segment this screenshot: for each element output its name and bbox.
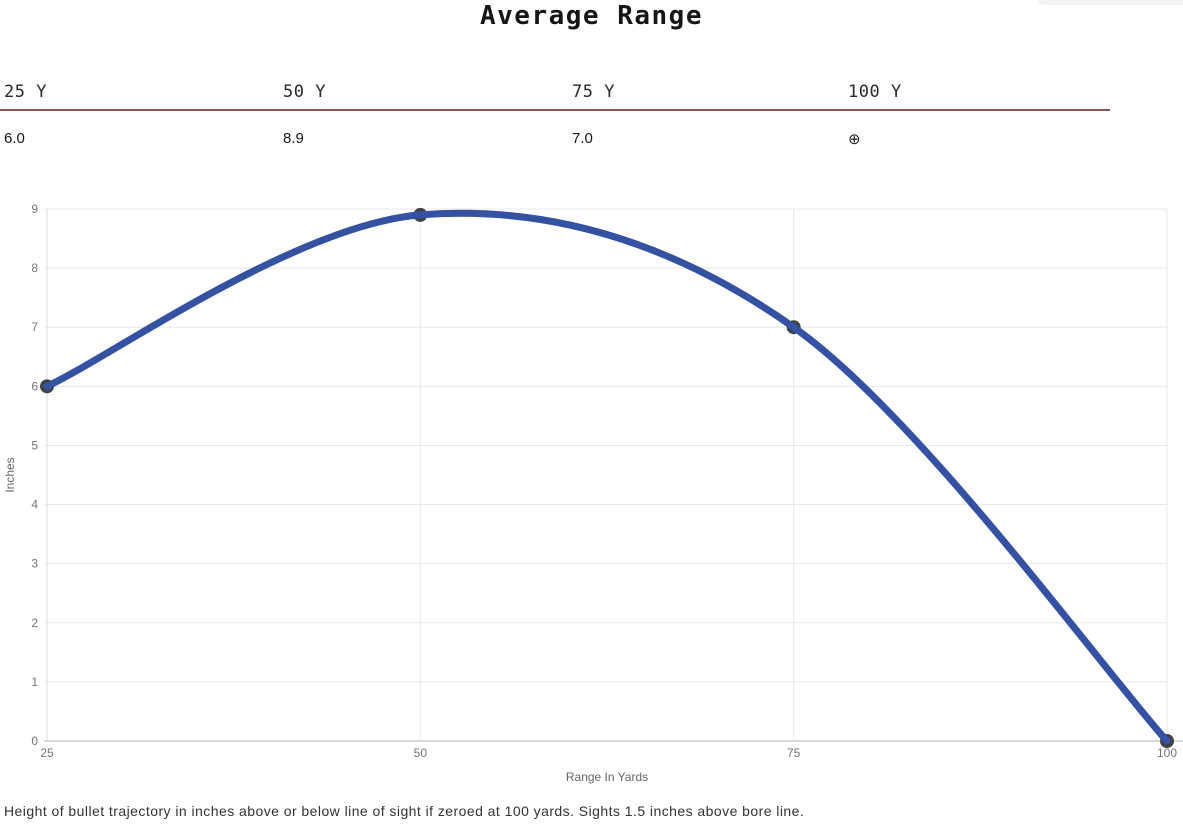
summary-table: 25 Y 50 Y 75 Y 100 Y 6.0 8.9 7.0 ⊕ [0,82,1110,148]
page-title: Average Range [480,1,703,31]
y-tick-label: 1 [31,675,38,689]
y-tick-label: 8 [31,261,38,275]
top-right-button[interactable] [1036,0,1183,5]
y-tick-label: 9 [31,202,38,216]
y-tick-label: 3 [31,557,38,571]
zero-crosshair-icon: ⊕ [848,131,861,148]
summary-value-50y: 8.9 [283,130,304,147]
chart-caption: Height of bullet trajectory in inches ab… [4,803,805,819]
summary-header-100y: 100 Y [844,82,1110,111]
y-tick-label: 7 [31,320,38,334]
trajectory-line [43,209,1171,745]
y-tick-label: 2 [31,616,38,630]
summary-value-75y: 7.0 [572,130,593,147]
y-tick-label: 5 [31,438,38,452]
y-tick-label: 0 [31,734,38,748]
x-tick-label: 75 [787,746,801,760]
y-tick-label: 6 [31,379,38,393]
y-tick-label: 4 [31,498,38,512]
y-axis-label: Inches [3,457,17,492]
x-tick-label: 100 [1157,746,1177,760]
summary-header-50y: 50 Y [279,82,568,111]
summary-header-75y: 75 Y [568,82,844,111]
x-tick-label: 50 [414,746,428,760]
summary-value-25y: 6.0 [4,130,25,147]
x-axis-label: Range In Yards [566,770,648,784]
summary-header-25y: 25 Y [0,82,279,111]
x-tick-label: 25 [40,746,54,760]
